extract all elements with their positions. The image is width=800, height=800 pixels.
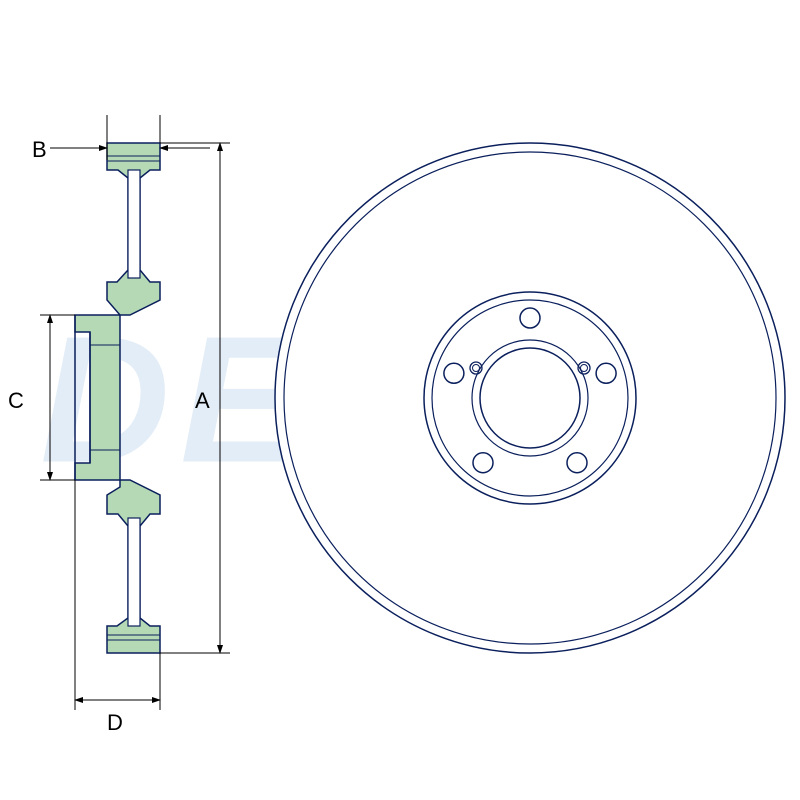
label-d: D — [107, 710, 123, 736]
label-a: A — [195, 388, 210, 414]
label-c: C — [8, 388, 24, 414]
technical-drawing — [0, 0, 800, 800]
front-view — [275, 143, 785, 653]
label-b: B — [32, 137, 47, 163]
dimension-c — [40, 315, 75, 480]
side-view — [75, 143, 160, 653]
